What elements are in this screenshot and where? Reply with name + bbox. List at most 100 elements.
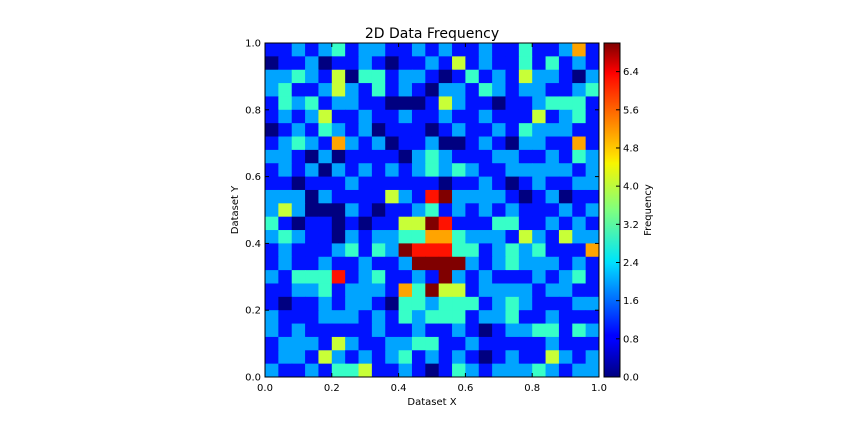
heatmap-cell	[438, 230, 453, 244]
heatmap-cell	[425, 283, 440, 298]
heatmap-cell	[358, 336, 373, 351]
plot-frame	[264, 42, 600, 378]
heatmap-cell	[265, 230, 279, 244]
heatmap-cell	[478, 43, 493, 57]
colorbar-tick-label: 0.8	[623, 334, 639, 345]
heatmap-cell	[411, 310, 426, 325]
heatmap-cell	[465, 323, 480, 338]
heatmap-cell	[518, 123, 533, 138]
heatmap-cell	[425, 176, 440, 191]
heatmap-cell	[305, 96, 319, 111]
heatmap-cell	[545, 323, 560, 338]
heatmap-cell	[518, 43, 533, 57]
heatmap-cell	[385, 149, 400, 164]
heatmap-cell	[505, 203, 520, 218]
heatmap-cell	[385, 296, 400, 311]
heatmap-cell	[278, 336, 293, 351]
heatmap-cell	[265, 243, 279, 258]
heatmap-cell	[545, 350, 560, 365]
heatmap-cell	[585, 283, 600, 298]
heatmap-cell	[465, 363, 480, 378]
heatmap-cell	[318, 203, 333, 218]
heatmap-cell	[505, 176, 520, 191]
heatmap-cell	[265, 149, 279, 164]
heatmap-cell	[465, 216, 480, 231]
heatmap-cell	[385, 163, 400, 178]
heatmap-cell	[478, 109, 493, 124]
heatmap-cell	[572, 176, 587, 191]
heatmap-cell	[492, 216, 506, 231]
heatmap-cell	[452, 310, 466, 325]
heatmap-cell	[398, 136, 413, 151]
heatmap-cell	[438, 296, 453, 311]
heatmap-cell	[478, 310, 493, 325]
heatmap-cell	[532, 56, 547, 71]
heatmap-cell	[505, 230, 520, 244]
heatmap-cell	[545, 363, 560, 378]
heatmap-cell	[331, 123, 346, 138]
heatmap-cell	[438, 310, 453, 325]
heatmap-cell	[305, 256, 319, 271]
heatmap-cell	[505, 310, 520, 325]
heatmap-cell	[518, 69, 533, 84]
heatmap-cell	[291, 336, 306, 351]
heatmap-cell	[278, 189, 293, 204]
heatmap-cell	[585, 56, 600, 71]
heatmap-cell	[398, 176, 413, 191]
heatmap-cell	[358, 109, 373, 124]
heatmap-cell	[545, 310, 560, 325]
heatmap-cell	[478, 363, 493, 378]
heatmap-cell	[532, 149, 547, 164]
heatmap-cell	[545, 336, 560, 351]
heatmap-cell	[265, 83, 279, 97]
heatmap-cell	[558, 336, 573, 351]
heatmap-cell	[331, 336, 346, 351]
heatmap-cell	[518, 56, 533, 71]
heatmap-cell	[465, 230, 480, 244]
y-tick-label: 0.0	[245, 373, 261, 384]
heatmap-cell	[478, 96, 493, 111]
heatmap-cell	[371, 230, 386, 244]
heatmap-cell	[411, 149, 426, 164]
heatmap-cell	[478, 243, 493, 258]
heatmap-cell	[505, 243, 520, 258]
heatmap-cell	[305, 69, 319, 84]
heatmap-cell	[465, 283, 480, 298]
heatmap-cell	[331, 310, 346, 325]
heatmap-cell	[358, 163, 373, 178]
heatmap-cell	[452, 350, 466, 365]
heatmap-cell	[291, 203, 306, 218]
heatmap-cell	[358, 363, 373, 378]
heatmap-cell	[371, 323, 386, 338]
heatmap-cells	[265, 43, 600, 378]
heatmap-cell	[532, 243, 547, 258]
heatmap-cell	[558, 69, 573, 84]
heatmap-cell	[545, 109, 560, 124]
heatmap-cell	[385, 109, 400, 124]
heatmap-cell	[318, 136, 333, 151]
heatmap-cell	[558, 136, 573, 151]
heatmap-cell	[572, 43, 587, 57]
heatmap-cell	[385, 216, 400, 231]
heatmap-cell	[558, 149, 573, 164]
heatmap-cell	[452, 163, 466, 178]
heatmap-cell	[452, 123, 466, 138]
heatmap-cell	[411, 56, 426, 71]
heatmap-cell	[532, 189, 547, 204]
heatmap-cell	[438, 270, 453, 284]
heatmap-cell	[478, 136, 493, 151]
heatmap-cell	[425, 243, 440, 258]
heatmap-cell	[411, 216, 426, 231]
heatmap-cell	[398, 336, 413, 351]
heatmap-cell	[478, 336, 493, 351]
colorbar-tick-label: 3.2	[623, 220, 639, 231]
heatmap-cell	[398, 256, 413, 271]
heatmap-cell	[371, 296, 386, 311]
x-axis-ticks: 0.0 0.2 0.4 0.6 0.8 1.0	[257, 43, 607, 394]
heatmap-cell	[278, 56, 293, 71]
heatmap-cell	[425, 270, 440, 284]
heatmap-cell	[371, 363, 386, 378]
heatmap-cell	[385, 189, 400, 204]
heatmap-cell	[558, 256, 573, 271]
heatmap-cell	[291, 136, 306, 151]
